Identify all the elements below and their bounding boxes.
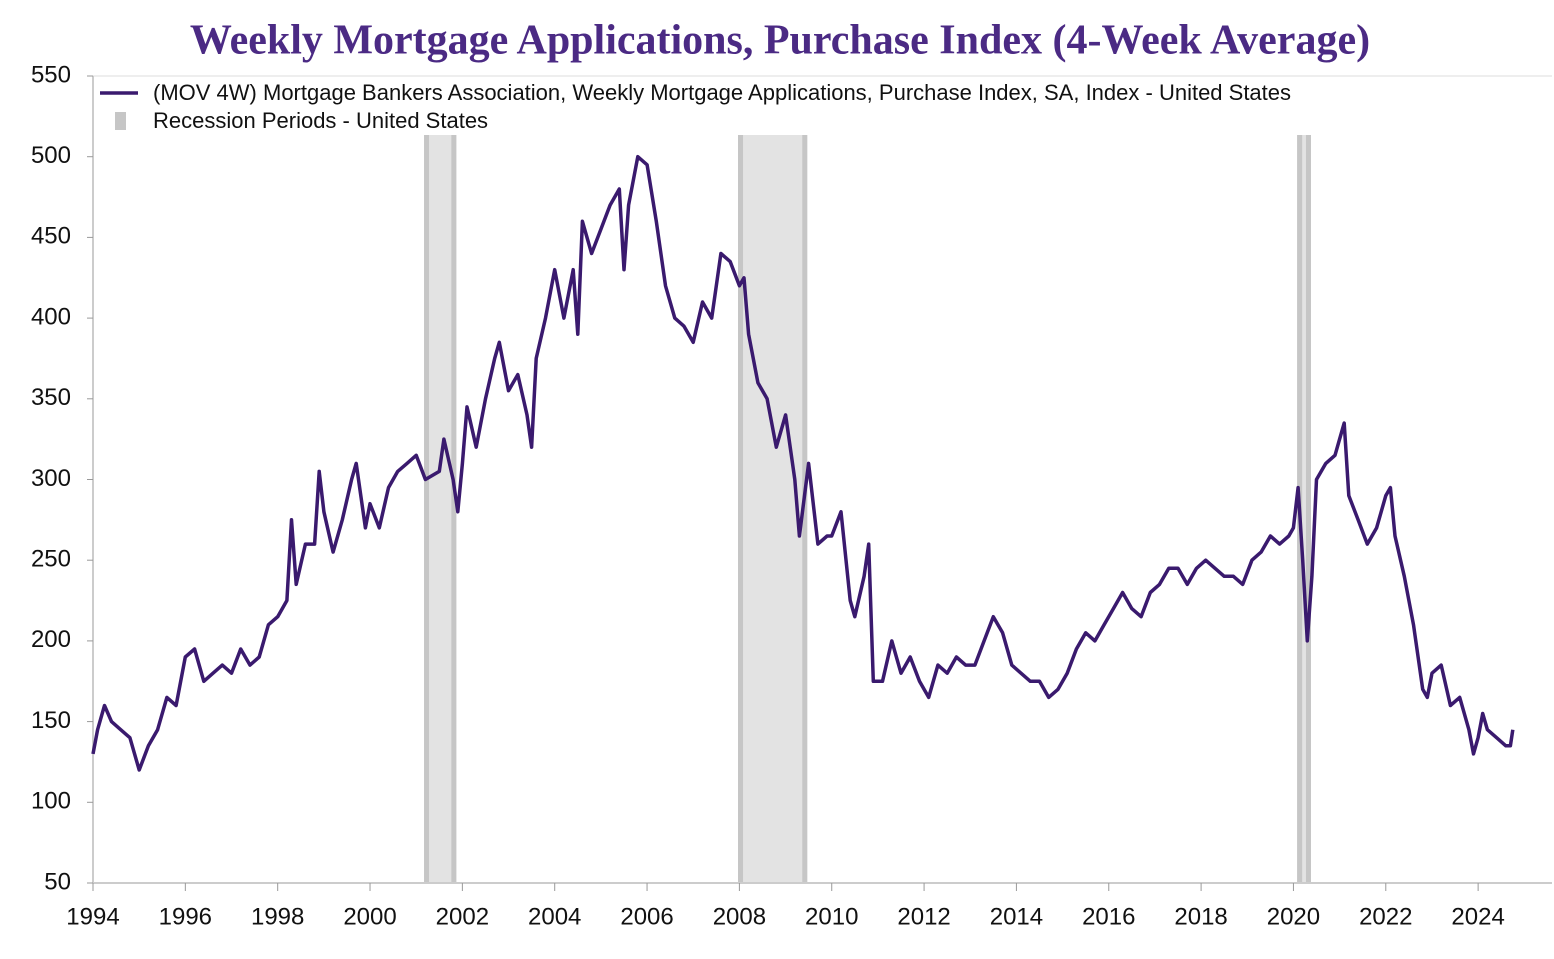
x-tick-label: 2004 <box>528 903 581 930</box>
x-tick-label: 2000 <box>343 903 396 930</box>
x-tick-label: 2020 <box>1267 903 1320 930</box>
y-tick-label: 200 <box>31 626 71 653</box>
recession-edge <box>1305 135 1311 883</box>
x-tick-label: 2016 <box>1082 903 1135 930</box>
y-tick-label: 550 <box>31 61 71 88</box>
series-line <box>91 154 1515 772</box>
x-tick-label: 2014 <box>990 903 1043 930</box>
y-tick-label: 150 <box>31 707 71 734</box>
recession-edge <box>451 135 457 883</box>
x-tick-label: 2010 <box>805 903 858 930</box>
y-tick-label: 350 <box>31 384 71 411</box>
y-tick-label: 50 <box>44 868 71 895</box>
x-tick-label: 2006 <box>620 903 673 930</box>
x-tick-label: 2012 <box>897 903 950 930</box>
x-tick-label: 2018 <box>1174 903 1227 930</box>
legend-label: Recession Periods - United States <box>153 108 488 133</box>
x-tick-label: 1998 <box>251 903 304 930</box>
x-tick-label: 1996 <box>159 903 212 930</box>
x-tick-label: 2002 <box>436 903 489 930</box>
x-tick-label: 2022 <box>1359 903 1412 930</box>
y-tick-label: 400 <box>31 303 71 330</box>
recession-edge <box>738 135 744 883</box>
legend-label: (MOV 4W) Mortgage Bankers Association, W… <box>153 80 1291 105</box>
y-tick-label: 500 <box>31 142 71 169</box>
legend-swatch <box>115 112 126 130</box>
chart-title: Weekly Mortgage Applications, Purchase I… <box>190 18 1370 64</box>
y-tick-label: 300 <box>31 465 71 492</box>
x-tick-label: 2024 <box>1451 903 1504 930</box>
recession-edge <box>802 135 808 883</box>
y-tick-label: 100 <box>31 788 71 815</box>
y-tick-label: 250 <box>31 546 71 573</box>
recession-edge <box>424 135 430 883</box>
recession-band <box>424 135 457 883</box>
x-tick-label: 1994 <box>66 903 119 930</box>
y-tick-label: 450 <box>31 223 71 250</box>
x-tick-label: 2008 <box>713 903 766 930</box>
